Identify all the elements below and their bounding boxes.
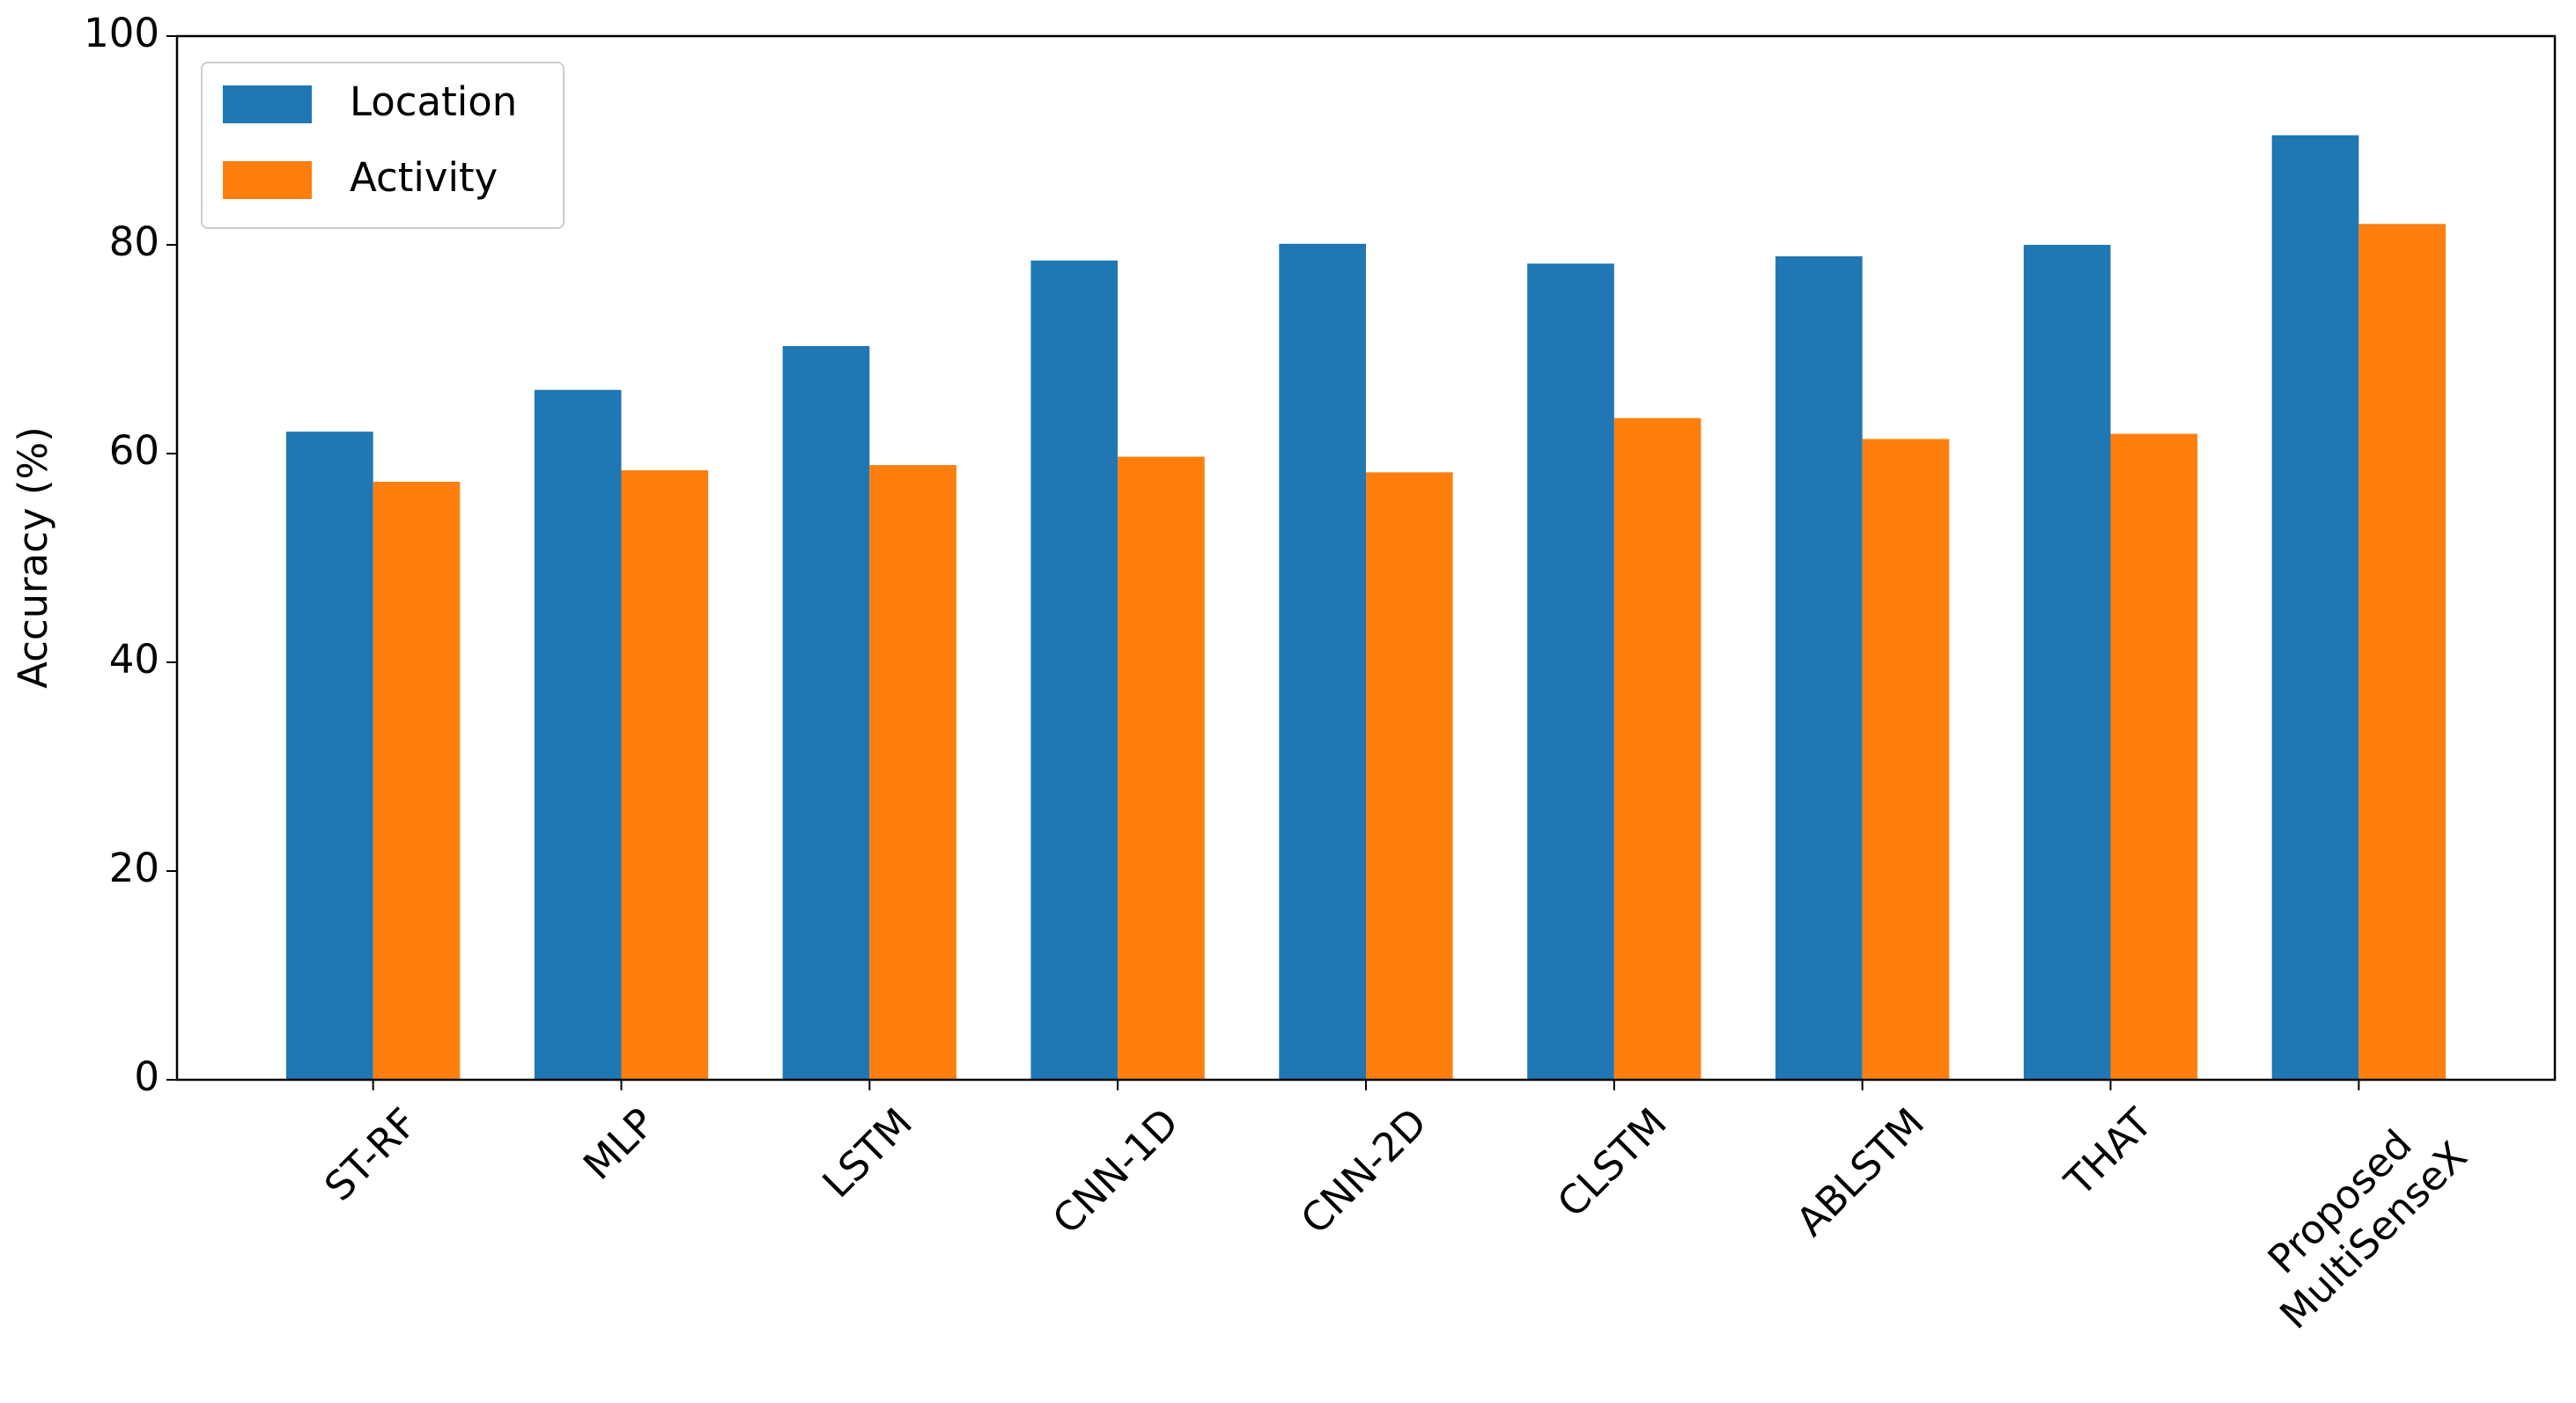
bar [1118,456,1205,1080]
y-tick-label: 20 [109,845,159,891]
bar [1279,243,1366,1080]
bar [621,469,709,1080]
x-tick-label: ST-RF [315,1099,426,1210]
bar [2271,135,2359,1081]
x-tick-label: CLSTM [1548,1099,1676,1227]
x-tick-label: ProposedMultiSenseX [2237,1099,2476,1338]
bar [2023,245,2111,1080]
y-tick-label: 100 [84,10,159,56]
x-tick-label: THAT [2056,1099,2162,1206]
legend-label: Location [350,78,517,125]
x-tick-label: ABLSTM [1787,1099,1933,1245]
y-tick-label: 40 [109,636,159,683]
bar [2358,224,2446,1081]
y-tick-label: 0 [134,1053,159,1100]
legend-swatch [223,85,312,123]
bar [534,389,622,1081]
bar [869,465,956,1080]
y-tick-label: 60 [109,427,159,474]
bar [373,481,461,1080]
bar [782,345,870,1080]
bar [1030,260,1118,1080]
x-tick-label: CNN-2D [1292,1099,1436,1244]
y-tick-label: 80 [109,218,159,265]
bar [286,432,373,1080]
legend-swatch [223,161,312,199]
y-axis-label: Accuracy (%) [10,426,56,689]
x-tick-label: CNN-1D [1044,1099,1188,1244]
x-tick-label: LSTM [814,1099,921,1207]
bar [2110,433,2198,1080]
legend-label: Activity [350,154,498,201]
bar [1613,417,1701,1081]
bar [1775,256,1863,1080]
plot-frame [175,34,2557,1082]
bar [1862,439,1950,1080]
bar [1527,263,1614,1081]
bar [1366,472,1453,1080]
x-tick-label: MLP [574,1099,664,1189]
